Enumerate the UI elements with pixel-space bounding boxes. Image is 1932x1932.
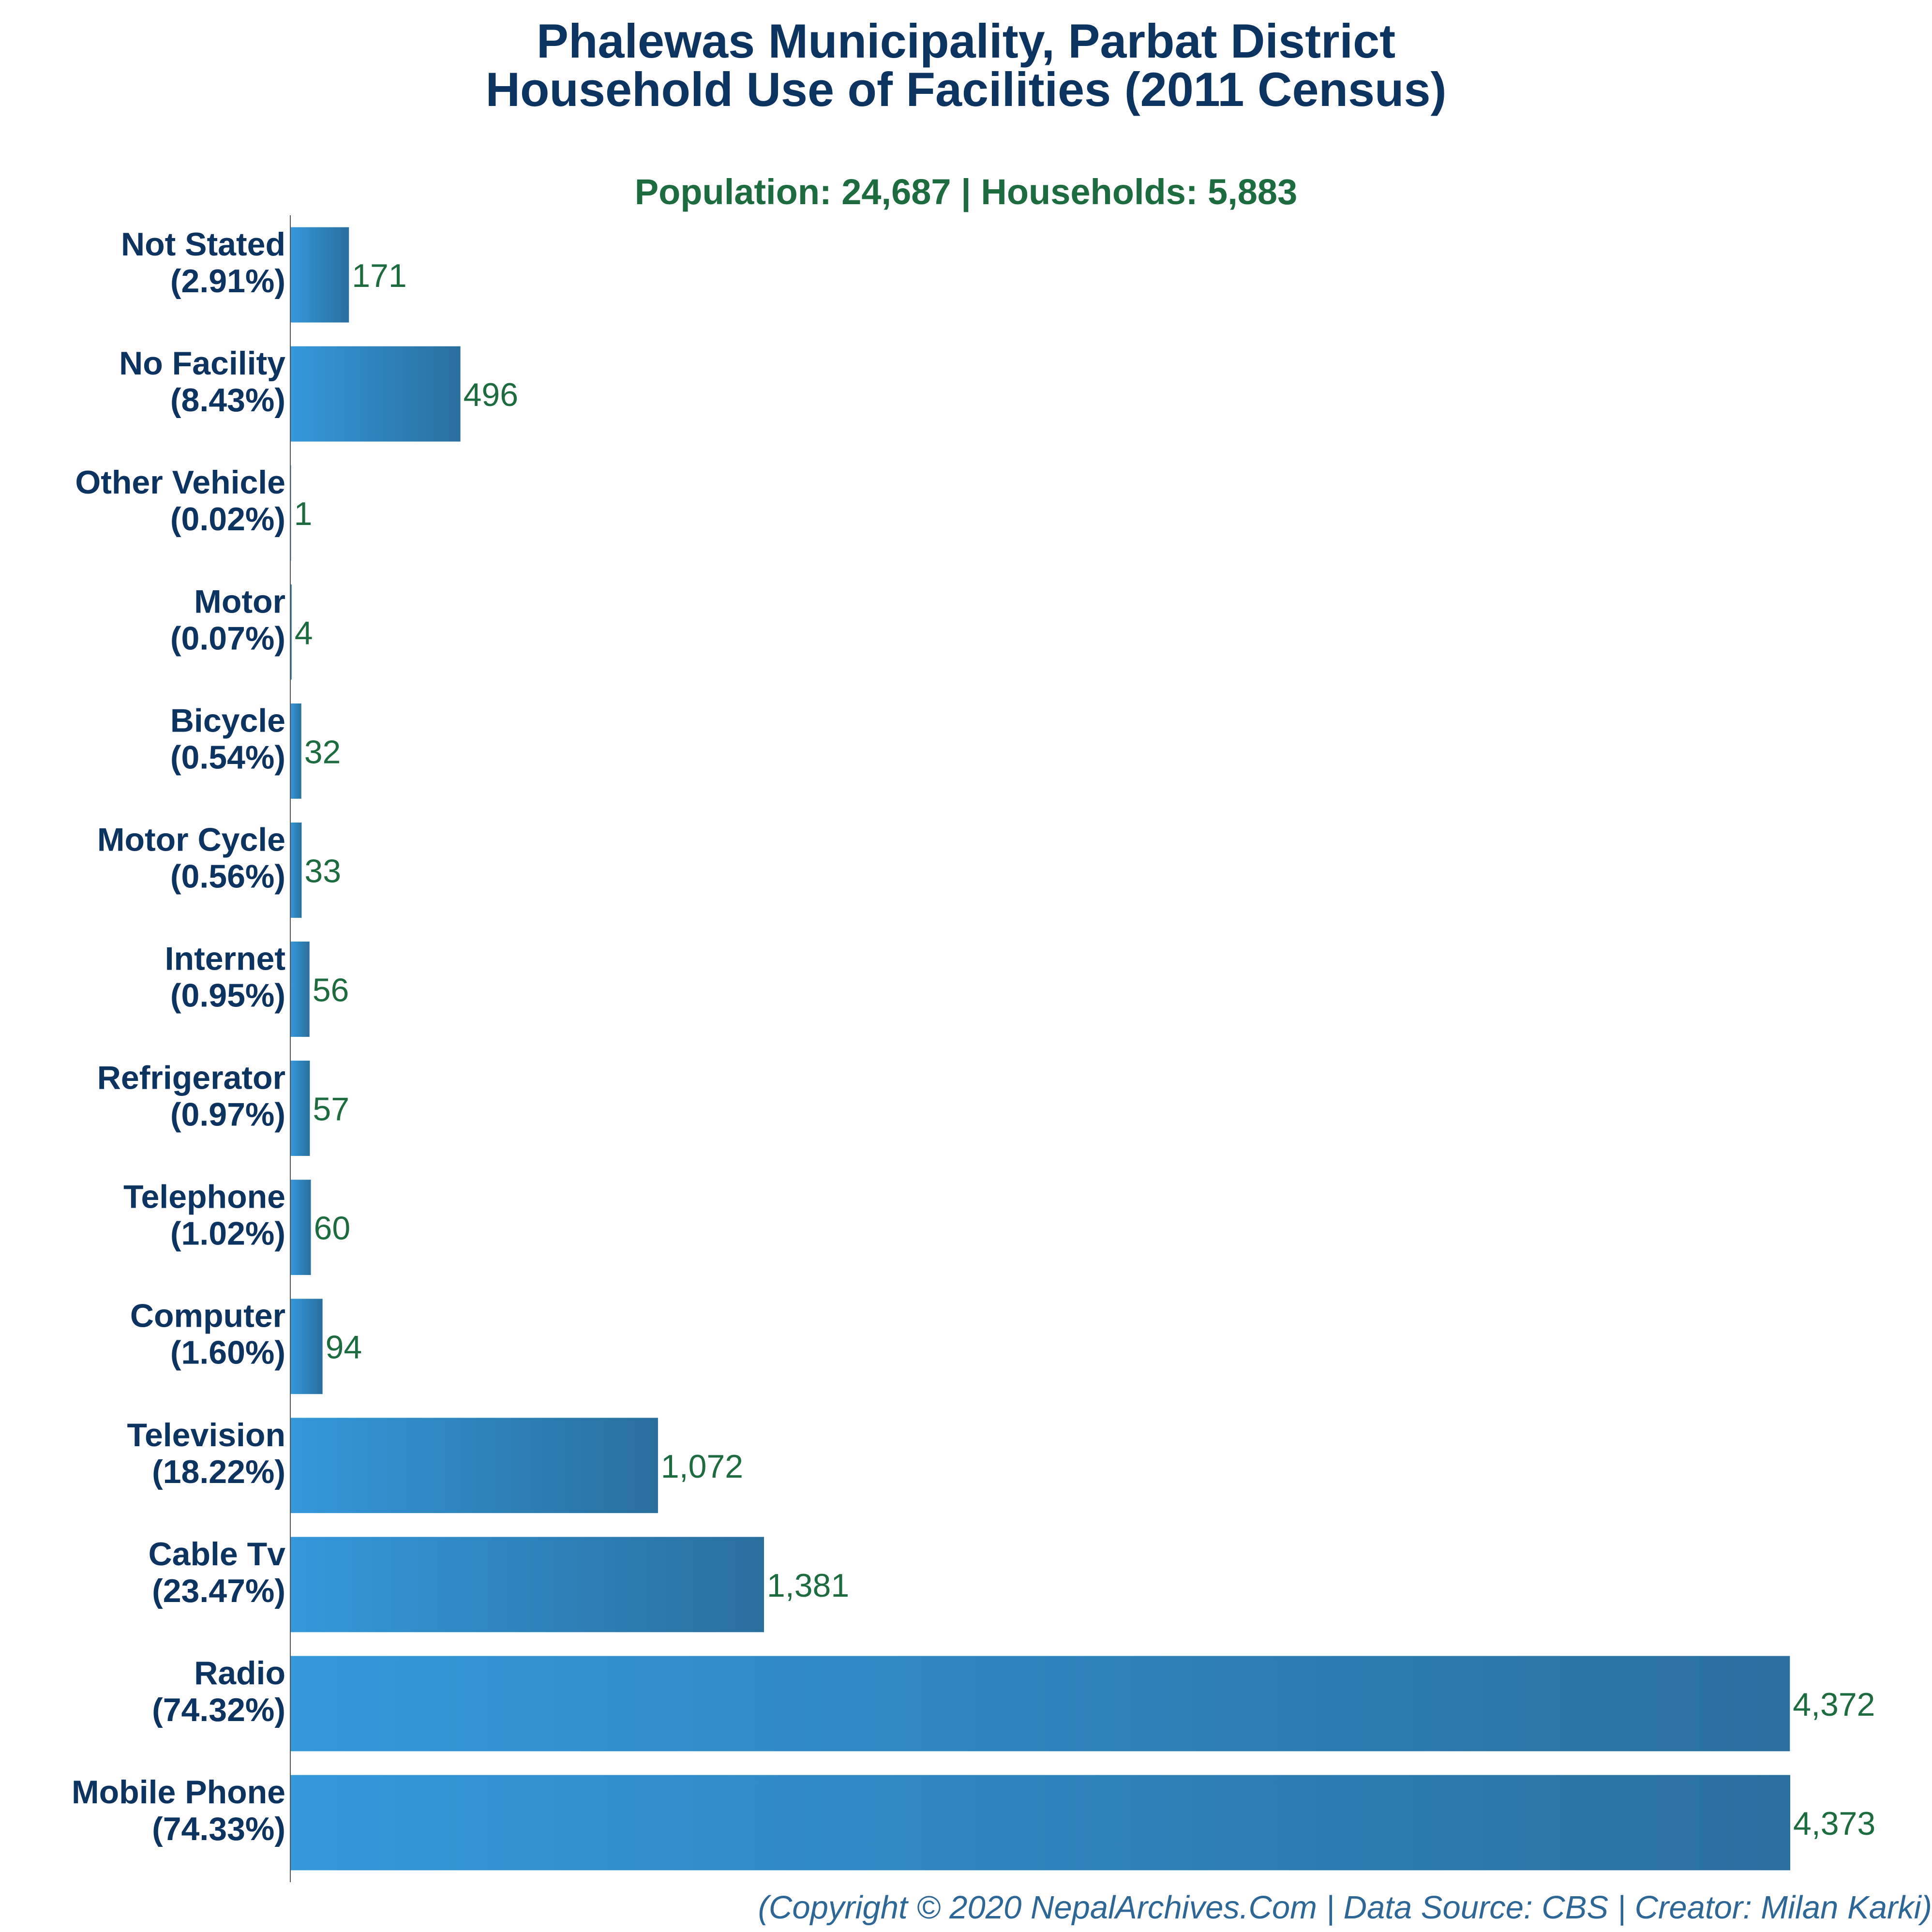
category-label-telephone: Telephone	[123, 1179, 285, 1215]
bar-not-stated	[290, 227, 349, 323]
bar-telephone	[290, 1180, 311, 1275]
category-label-radio: Radio	[194, 1655, 285, 1692]
bar-cable-tv	[290, 1537, 764, 1632]
percent-label-radio: (74.32%)	[152, 1692, 285, 1728]
chart-title: Phalewas Municipality, Parbat District H…	[0, 17, 1932, 114]
percent-label-telephone: (1.02%)	[170, 1215, 285, 1252]
value-label-no-facility: 496	[464, 376, 518, 413]
percent-label-bicycle: (0.54%)	[170, 739, 285, 776]
category-label-bicycle: Bicycle	[170, 702, 285, 739]
bar-mobile-phone	[290, 1775, 1790, 1871]
percent-label-cable-tv: (23.47%)	[152, 1573, 285, 1609]
percent-label-mobile-phone: (74.33%)	[152, 1811, 285, 1847]
category-label-motor: Motor	[194, 583, 285, 620]
title-line-1: Phalewas Municipality, Parbat District	[536, 14, 1396, 68]
bar-no-facility	[290, 346, 461, 442]
category-label-computer: Computer	[130, 1298, 285, 1334]
bar-bicycle	[290, 703, 301, 799]
bar-television	[290, 1418, 658, 1513]
value-label-internet: 56	[313, 972, 349, 1009]
title-line-2: Household Use of Facilities (2011 Census…	[485, 62, 1447, 116]
copyright-footer: (Copyright © 2020 NepalArchives.Com | Da…	[758, 1889, 1932, 1926]
category-label-cable-tv: Cable Tv	[149, 1536, 286, 1573]
category-label-motor-cycle: Motor Cycle	[97, 821, 285, 858]
value-label-other-vehicle: 1	[294, 495, 313, 532]
category-label-no-facility: No Facility	[119, 345, 285, 382]
category-label-television: Television	[127, 1417, 285, 1453]
value-label-telephone: 60	[314, 1210, 351, 1247]
value-label-radio: 4,372	[1793, 1686, 1875, 1723]
chart-subtitle: Population: 24,687 | Households: 5,883	[634, 172, 1298, 212]
value-label-mobile-phone: 4,373	[1793, 1805, 1875, 1842]
percent-label-motor: (0.07%)	[170, 620, 285, 657]
category-label-other-vehicle: Other Vehicle	[75, 464, 285, 501]
percent-label-motor-cycle: (0.56%)	[170, 858, 285, 895]
bar-computer	[290, 1299, 323, 1394]
value-label-motor: 4	[295, 614, 313, 651]
value-label-bicycle: 32	[304, 734, 341, 770]
category-label-internet: Internet	[165, 941, 285, 977]
percent-label-refrigerator: (0.97%)	[170, 1096, 285, 1133]
category-label-mobile-phone: Mobile Phone	[72, 1774, 285, 1811]
percent-label-no-facility: (8.43%)	[170, 382, 285, 419]
value-label-not-stated: 171	[352, 257, 406, 294]
value-label-cable-tv: 1,381	[767, 1567, 849, 1604]
category-label-not-stated: Not Stated	[121, 226, 285, 263]
category-label-refrigerator: Refrigerator	[97, 1060, 285, 1096]
percent-label-computer: (1.60%)	[170, 1334, 285, 1371]
percent-label-television: (18.22%)	[152, 1453, 285, 1490]
value-label-motor-cycle: 33	[304, 853, 341, 889]
bar-refrigerator	[290, 1061, 310, 1156]
percent-label-internet: (0.95%)	[170, 977, 285, 1014]
bar-motor	[290, 584, 292, 680]
percent-label-not-stated: (2.91%)	[170, 263, 285, 300]
bar-radio	[290, 1656, 1790, 1752]
bar-internet	[290, 942, 310, 1037]
value-label-television: 1,072	[661, 1448, 743, 1485]
value-label-computer: 94	[326, 1329, 362, 1366]
bar-motor-cycle	[290, 823, 302, 918]
percent-label-other-vehicle: (0.02%)	[170, 501, 285, 538]
value-label-refrigerator: 57	[313, 1091, 349, 1128]
